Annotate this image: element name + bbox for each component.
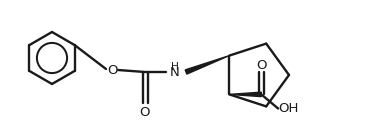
Text: N: N [170,66,180,79]
Polygon shape [185,56,229,74]
Text: H: H [171,62,179,72]
Text: O: O [140,106,150,119]
Text: OH: OH [278,102,298,115]
Text: O: O [107,64,117,76]
Polygon shape [229,92,261,97]
Text: O: O [256,59,267,72]
